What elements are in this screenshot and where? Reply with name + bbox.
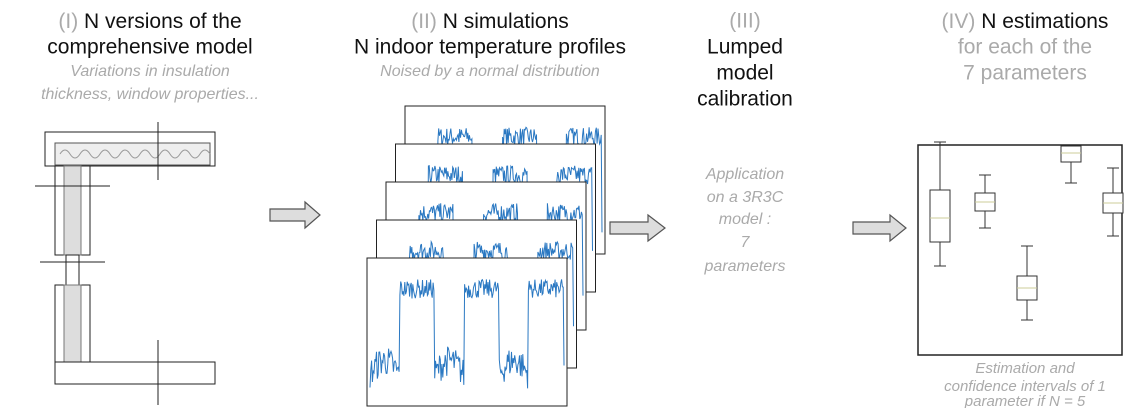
title-line: model [716, 62, 773, 85]
subtitle-line: Noised by a normal distribution [380, 63, 600, 80]
panel-number: (II) [411, 10, 437, 33]
note-line: model : [719, 211, 771, 228]
caption-line: Estimation and [975, 360, 1075, 377]
note-line: Application [705, 166, 784, 183]
title-line: Lumped [707, 36, 783, 59]
note-line: 7 [741, 234, 751, 251]
arrow [609, 213, 666, 243]
subtitle-line: Variations in insulation [70, 63, 230, 80]
panel-number: (III) [729, 10, 761, 33]
title-line: comprehensive model [47, 36, 252, 59]
title-line: N estimations [981, 10, 1108, 33]
title-line: N simulations [443, 10, 569, 33]
note-line: on a 3R3C [707, 189, 784, 206]
subtitle-line: for each of the [958, 36, 1092, 59]
subtitle-line: 7 parameters [963, 62, 1087, 85]
wall-drawing [35, 122, 216, 405]
simulation-stack [366, 105, 606, 407]
panel-title: (I) N versions of the [58, 10, 241, 33]
profile-frame [366, 257, 568, 407]
note-line: parameters [704, 258, 786, 275]
caption-line: parameter if N = 5 [964, 393, 1086, 408]
panel-title: (IV) N estimations [942, 10, 1109, 33]
panel-number: (I) [58, 10, 78, 33]
panel-number: (IV) [942, 10, 976, 33]
profile-curve [407, 126, 603, 238]
panel-title: (II) N simulations [411, 10, 569, 33]
title-line: N versions of the [84, 10, 242, 33]
title-line: calibration [697, 88, 793, 111]
profile-curve [369, 278, 565, 389]
arrow [269, 200, 321, 230]
title-line: N indoor temperature profiles [354, 36, 626, 59]
arrow [852, 213, 907, 243]
boxplot-illustration [917, 141, 1124, 356]
subtitle-line: thickness, window properties... [41, 86, 259, 103]
caption-line: confidence intervals of 1 [944, 378, 1106, 395]
